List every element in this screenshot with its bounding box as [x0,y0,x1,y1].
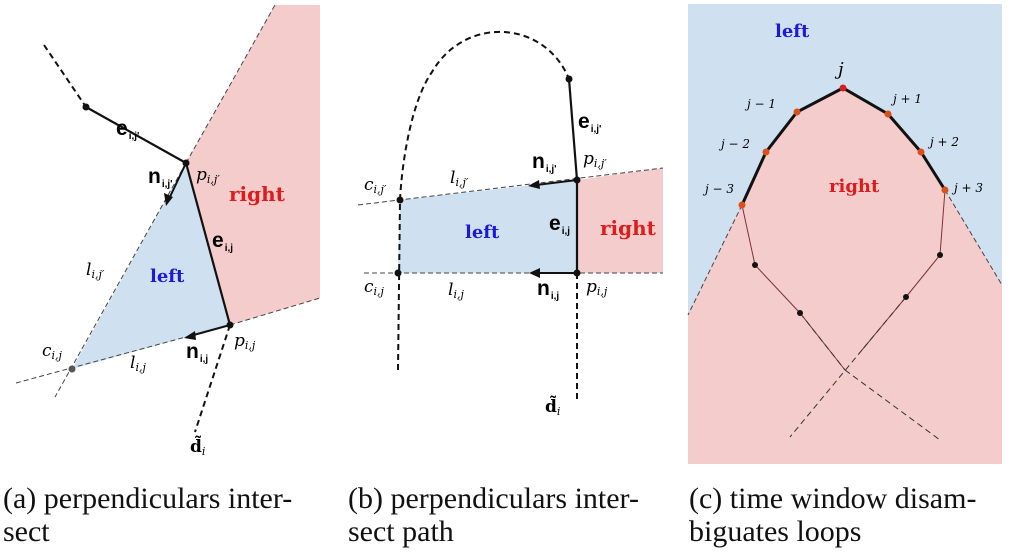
path-dashed-top [43,44,87,108]
label-d-i: d̃i [190,435,205,458]
panel-c: left right j j − 1 j + 1 j − 2 j + 2 j −… [687,4,1003,464]
node-loop-r2 [903,294,909,300]
label-c-ij-prime: ci,j′ [364,175,387,196]
left-region [72,163,230,369]
label-l-ij-prime: li,j′ [450,168,469,189]
label-e-ij: ei,j [549,212,570,237]
label-n-ij-prime: ni,j' [148,165,173,190]
edge-e-ij [184,162,232,326]
label-d-i: d̃i [545,395,560,418]
label-j-minus-3: j − 3 [702,182,734,196]
normal-n-ij-prime [167,162,187,202]
node-j-minus-2 [762,148,770,156]
label-j-minus-1: j − 1 [744,97,776,111]
node-loop-l2 [797,310,803,316]
right-region [688,88,1002,464]
label-left: left [465,222,500,243]
right-region [577,168,663,273]
point-p-ij [226,321,234,329]
node-j [839,84,847,92]
point-top [565,75,573,83]
node-loop-r1 [937,252,943,258]
label-e-ij-prime: ei,j' [116,117,139,142]
label-n-ij: ni,j [537,277,559,302]
boundary-line-left [687,204,743,316]
caption-b: (b) perpendiculars inter- sect path [348,482,688,548]
label-l-ij-prime: li,j′ [86,260,105,281]
diagram-canvas: right left ei,j' ei,j ni,j' ni,j pi,j′ p… [15,4,1003,464]
panel-a: right left ei,j' ei,j ni,j' ni,j pi,j′ p… [15,4,321,458]
caption-b-line2: sect path [348,515,454,548]
normal-n-ij [189,324,231,337]
normal-n-ij-arrowhead [184,331,196,340]
label-j-plus-1: j + 1 [890,92,922,106]
left-region [398,180,577,273]
point-p-ij [573,269,581,277]
loop-right-dashed [789,349,863,438]
node-j-minus-3 [738,201,746,209]
normal-n-ij-prime-arrowhead [528,180,540,189]
label-j-plus-3: j + 3 [951,181,983,195]
label-p-ij: pi,j [586,277,608,298]
label-j-minus-2: j − 2 [718,137,750,151]
label-left: left [150,266,185,287]
label-j-plus-2: j + 2 [927,135,959,149]
label-right: right [600,216,657,240]
caption-b-line1: (b) perpendiculars inter- [348,482,639,515]
point-c-ij [68,365,76,373]
loop-right-dashed-2 [861,296,907,351]
label-right: right [829,176,880,197]
edge-e-ij-prime [567,78,579,181]
label-e-ij-prime: ei,j' [578,110,601,135]
node-j-plus-2 [917,148,925,156]
path-dashed-bottom [194,324,231,433]
perp-line-l-ij-prime [357,167,664,206]
caption-a-line2: sect [3,515,50,548]
loop-left-dashed-2 [799,312,846,371]
label-e-ij: ei,j [212,229,233,254]
caption-c-line2: biguates loops [689,515,862,548]
label-l-ij: li,j [130,353,146,374]
label-j: j [834,59,844,80]
boundary-line-right [944,189,1003,286]
normal-n-ij-arrowhead [529,268,540,278]
point-top [82,103,90,111]
label-n-ij: ni,j [186,340,208,365]
panel-b: left right ei,j' ei,j ni,j' ni,j pi,j′ p… [357,30,664,418]
label-left: left [775,21,810,42]
perp-line-l-ij-prime [54,162,187,398]
node-j-plus-1 [884,110,892,118]
caption-a: (a) perpendiculars inter- sect [3,482,348,548]
loop-left-branch [741,204,846,371]
node-loop-l1 [752,262,758,268]
node-j-minus-1 [793,108,801,116]
point-c-ij-prime [396,196,404,204]
label-p-ij: pi,j [234,331,256,352]
node-j-plus-3 [941,186,949,194]
label-p-ij-prime: pi,j′ [196,165,220,186]
label-l-ij: li,j [448,280,464,301]
label-right: right [229,182,286,206]
caption-c-line1: (c) time window disam- [689,482,977,515]
edge-e-ij-prime [85,106,187,164]
label-n-ij-prime: ni,j' [532,150,557,175]
label-p-ij-prime: pi,j′ [583,149,607,170]
point-p-ij-prime [182,159,190,167]
label-c-ij: ci,j [364,277,385,298]
point-c-ij [394,269,402,277]
right-region [186,5,320,325]
point-p-ij-prime [573,176,581,184]
caption-c: (c) time window disam- biguates loops [689,482,1019,548]
label-c-ij: ci,j [42,341,63,362]
normal-n-ij-prime-arrowhead [164,193,173,206]
path-dashed-loop [397,30,570,371]
normal-n-ij-prime [535,179,578,186]
caption-a-line1: (a) perpendiculars inter- [3,482,293,515]
boundary-line-upper [185,4,276,164]
